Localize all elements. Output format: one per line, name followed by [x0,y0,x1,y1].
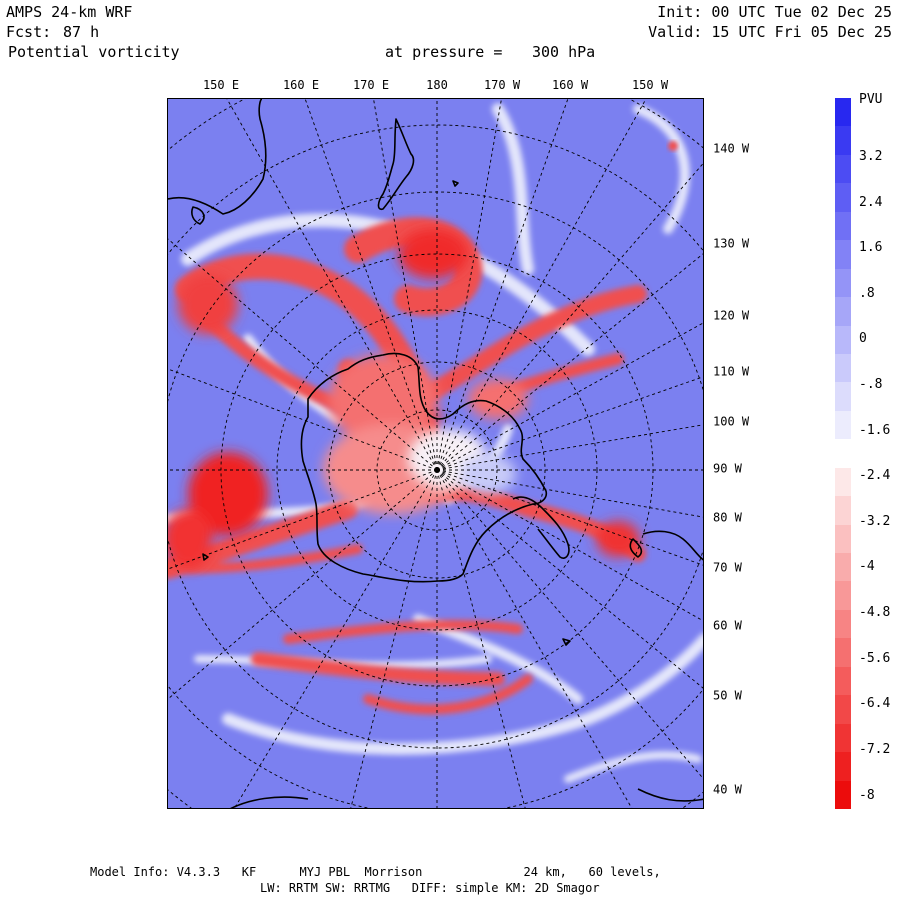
colorbar-swatch [835,211,851,241]
lon-label-140w: 140 W [713,141,750,156]
lon-label-150w: 150 W [631,78,669,92]
lon-label-160w: 160 W [551,78,589,92]
colorbar-label-neg-2-4: -2.4 [859,468,891,483]
antarctica-coastline [300,352,548,583]
colorbar-swatch [835,553,851,582]
colorbar-label-neg-3-2: -3.2 [859,514,891,529]
island [202,553,209,561]
lon-label-180: 180 [426,78,448,92]
colorbar-label-1-6: 1.6 [859,240,883,255]
lon-label-170w: 170 W [483,78,521,92]
island [562,638,571,646]
colorbar-label-neg-8: -8 [859,788,875,803]
colorbar-swatch [835,695,851,725]
lon-label-110w: 110 W [713,364,750,379]
pressure-level-label: at pressure = [385,43,503,61]
forecast-label: Fcst: [6,23,52,41]
southern-coastline [230,796,309,808]
antarctic-peninsula-coastline [512,496,570,559]
australia-coastline [168,99,267,215]
colorbar-swatch [835,752,851,782]
coastlines [168,99,703,808]
colorbar-label-0: 0 [859,331,867,346]
lon-label-60w: 60 W [713,618,742,633]
map-canvas [168,99,703,808]
lon-label-50w: 50 W [713,688,742,703]
colorbar-label-3-2: 3.2 [859,149,883,164]
lon-label-150e: 150 E [202,78,240,92]
colorbar-swatch [835,268,851,298]
colorbar-swatch [835,353,851,383]
tierra-del-fuego-coastline [629,538,643,558]
tasmania-coastline [191,206,205,225]
lon-label-160e: 160 E [282,78,320,92]
colorbar-label-neg-7-2: -7.2 [859,742,891,757]
colorbar-swatch [835,382,851,412]
colorbar-swatch [835,496,851,526]
southern-coastline-east [637,788,703,802]
colorbar-label-neg-5-6: -5.6 [859,651,891,666]
colorbar-swatch [835,98,851,127]
forecast-hours: 87 h [63,23,100,41]
colorbar-label-0-8: .8 [859,286,875,301]
model-title: AMPS 24-km WRF [6,3,133,21]
meridians [168,99,703,808]
lon-label-130w: 130 W [713,236,750,251]
pv-spot [668,141,678,151]
colorbar-swatch [835,410,851,440]
colorbar-label-neg-0-8: -.8 [859,377,883,392]
lon-label-90w: 90 W [713,461,742,476]
colorbar-swatch [835,126,851,156]
colorbar-swatch [835,609,851,639]
lon-label-100w: 100 W [713,414,750,429]
colorbar-swatch [835,439,851,469]
colorbar-swatch [835,183,851,213]
lon-label-80w: 80 W [713,510,742,525]
new-zealand-coastline [377,118,415,211]
island [452,180,459,187]
colorbar-swatch [835,154,851,184]
colorbar-swatch [835,325,851,355]
pressure-level-value: 300 hPa [532,43,596,61]
colorbar-label-neg-6-4: -6.4 [859,696,891,711]
colorbar-swatch [835,666,851,696]
colorbar-label-neg-1-6: -1.6 [859,423,891,438]
model-info-line2: LW: RRTM SW: RRTMG DIFF: simple KM: 2D S… [260,881,600,895]
colorbar-label-neg-4-8: -4.8 [859,605,891,620]
colorbar-label-2-4: 2.4 [859,195,883,210]
valid-time: Valid: 15 UTC Fri 05 Dec 25 [648,23,892,41]
potential-vorticity-map [167,98,704,809]
colorbar-swatch [835,581,851,611]
colorbar-swatch [835,297,851,327]
colorbar-swatch [835,780,851,810]
colorbar-swatch [835,240,851,270]
lon-label-70w: 70 W [713,560,742,575]
colorbar-swatch [835,467,851,497]
colorbar-swatch [835,638,851,668]
model-info-line1: Model Info: V4.3.3 KF MYJ PBL Morrison 2… [90,865,661,879]
colorbar-swatch [835,723,851,753]
field-name: Potential vorticity [8,43,180,61]
lon-label-170e: 170 E [352,78,390,92]
south-america-coastline [642,530,703,561]
colorbar-swatch [835,524,851,554]
lon-label-40w: 40 W [713,782,742,797]
colorbar-label-neg-4: -4 [859,559,875,574]
pv-colorbar [835,98,851,810]
colorbar-unit: PVU [859,92,883,107]
lon-label-120w: 120 W [713,308,750,323]
strong-pv-anomalies [168,229,640,569]
init-time: Init: 00 UTC Tue 02 Dec 25 [657,3,892,21]
